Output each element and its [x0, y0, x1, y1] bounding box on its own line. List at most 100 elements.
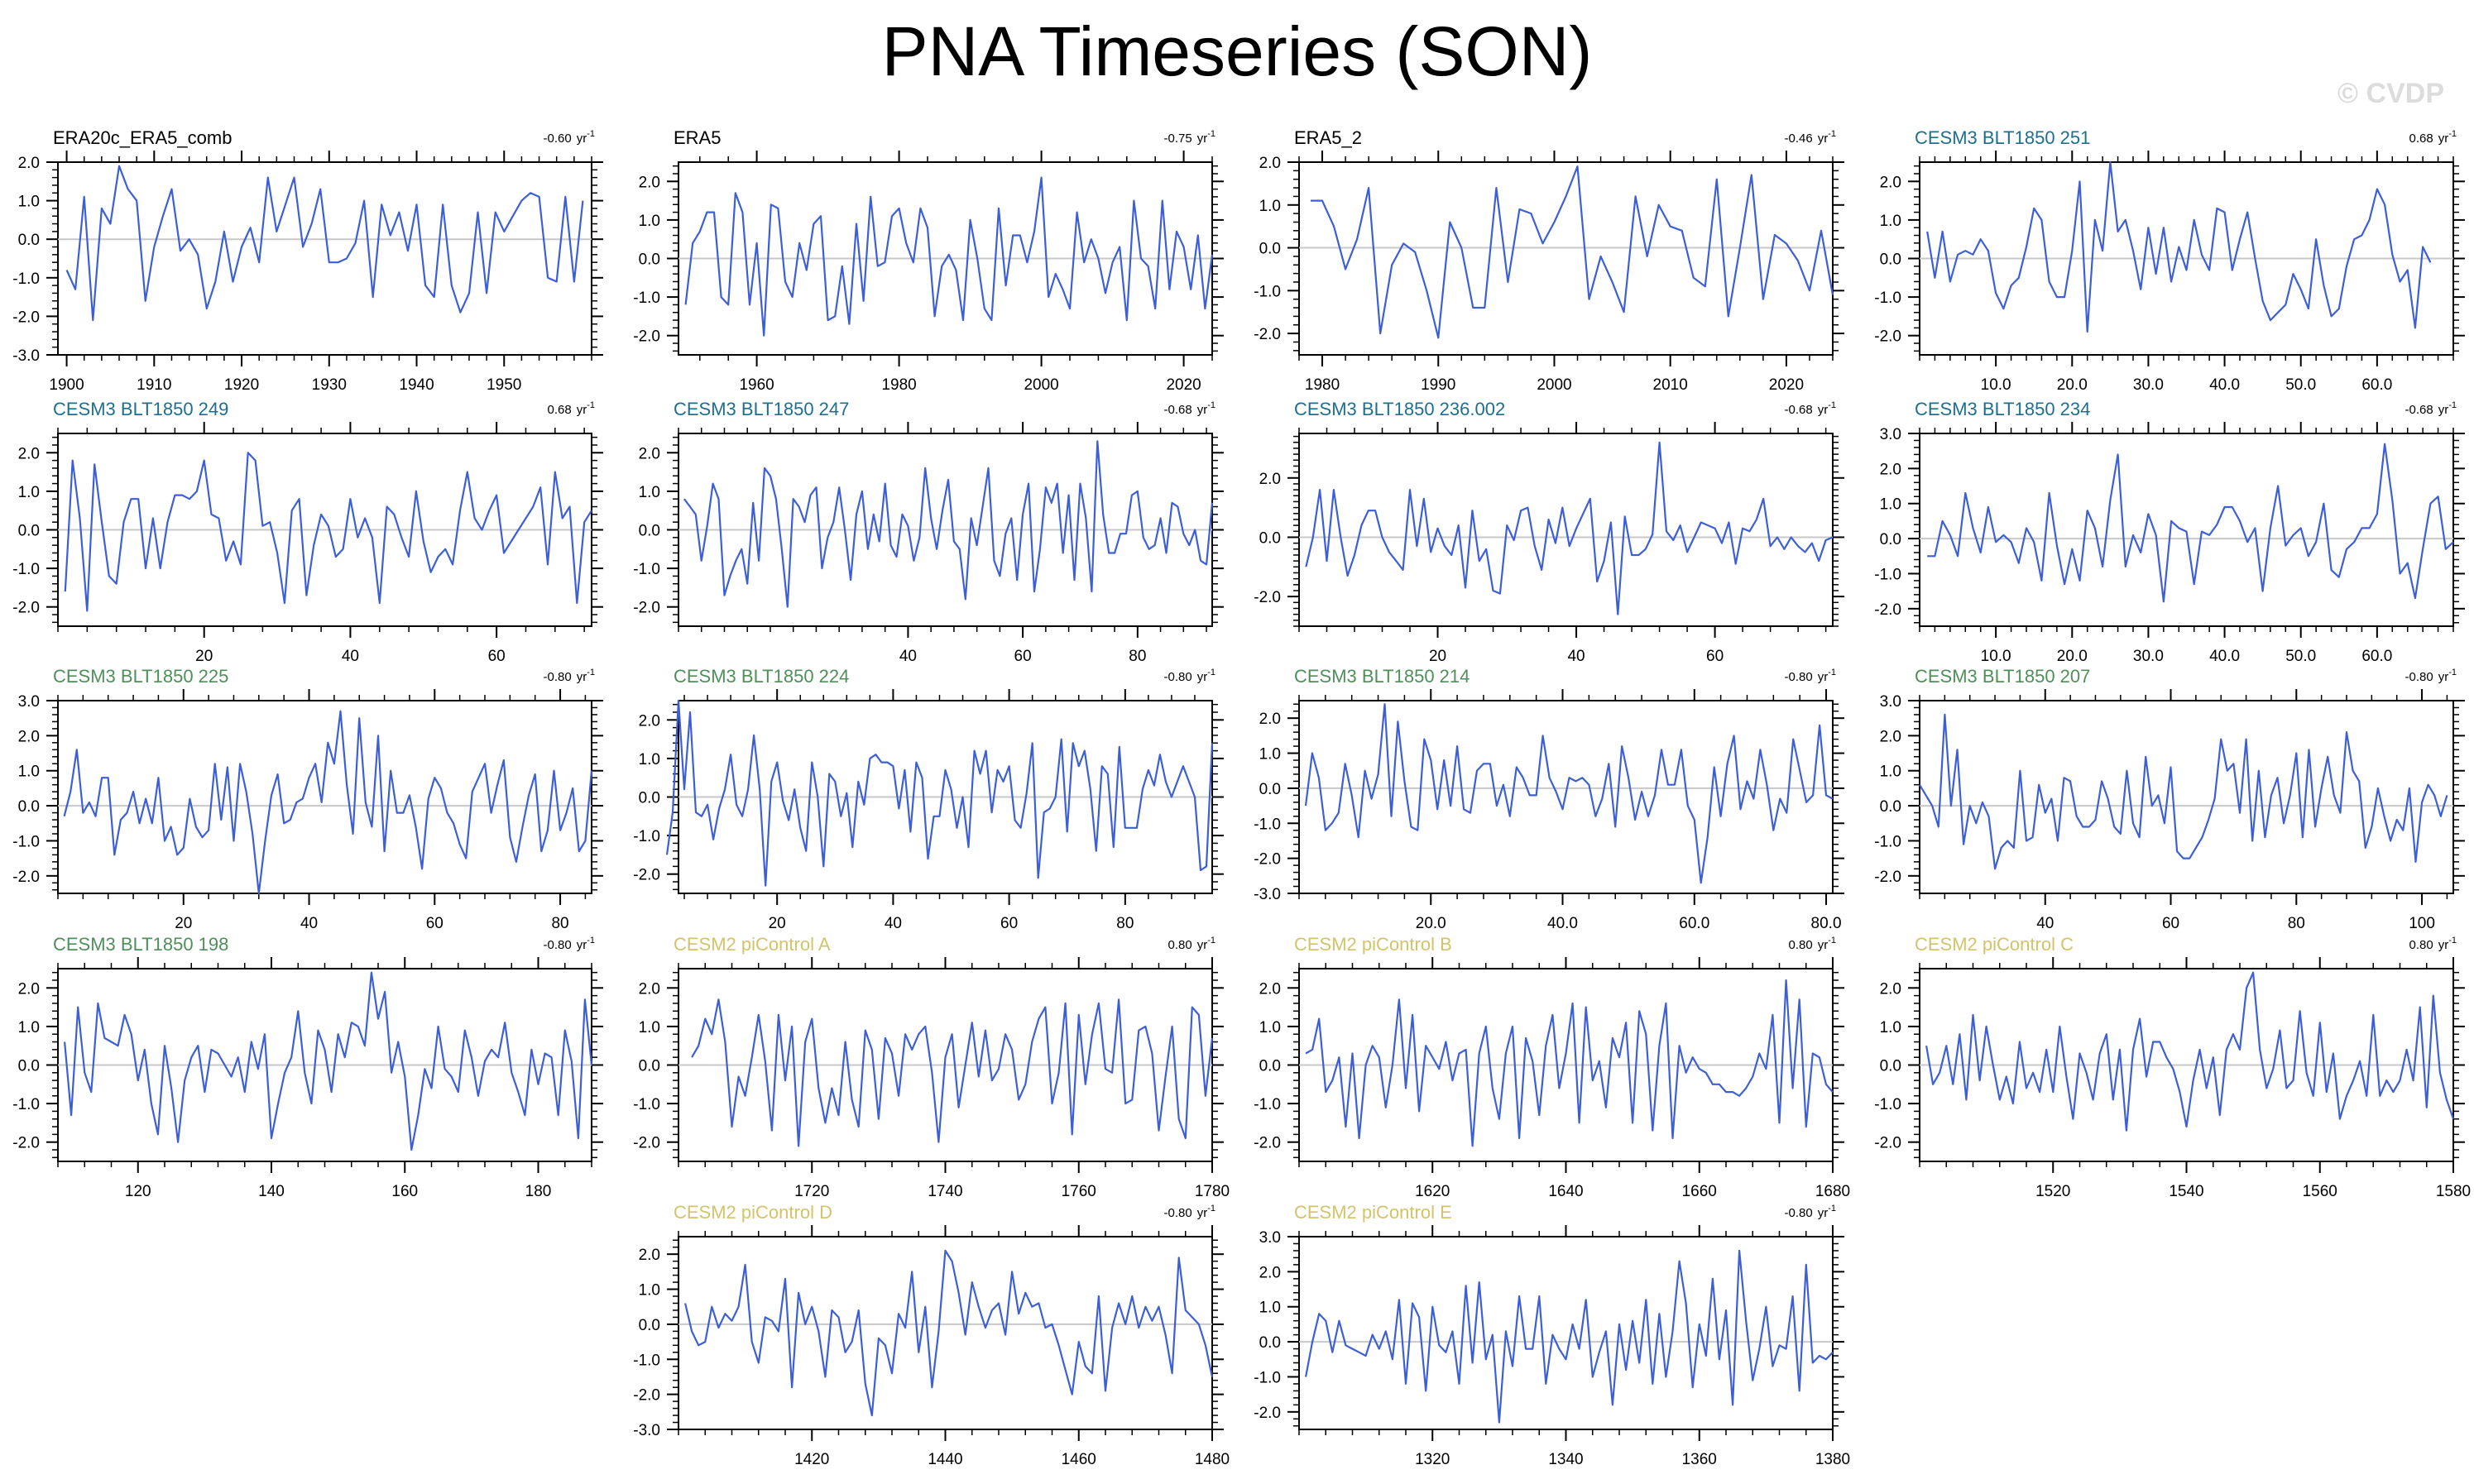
trend-unit: yr: [1197, 403, 1208, 417]
y-tick-label: 1.0: [639, 1019, 660, 1036]
trend-label: 0.80 yr-1: [1168, 936, 1215, 952]
x-tick-label: 1760: [1062, 1183, 1096, 1200]
page-title: PNA Timeseries (SON): [881, 12, 1593, 90]
y-tick-label: -2.0: [633, 600, 660, 617]
x-tick-label: 30.0: [2133, 648, 2164, 665]
y-tick-label: 2.0: [639, 712, 660, 730]
y-tick-label: 2.0: [18, 980, 40, 998]
pna-series-line: [665, 699, 1214, 887]
panel-7: -2.0 0.0 2.0 20 40 60 CESM3 BLT1850 236.002 -0.…: [1254, 399, 1844, 665]
y-tick-label: 3.0: [18, 693, 40, 711]
x-tick-label: 1340: [1548, 1451, 1583, 1468]
x-tick-label: 180: [525, 1183, 552, 1200]
x-tick-label: 40: [1567, 648, 1585, 665]
pna-series-line: [65, 165, 584, 322]
y-tick-label: -2.0: [1254, 1405, 1281, 1422]
trend-exponent: -1: [1207, 400, 1215, 410]
panel-title: CESM3 BLT1850 251: [1915, 127, 2090, 148]
trend-unit: yr: [577, 403, 587, 417]
x-tick-label: 40.0: [2209, 648, 2240, 665]
panel-title: CESM3 BLT1850 234: [1915, 399, 2090, 419]
x-tick-label: 20: [769, 915, 786, 932]
panel-4: -2.0 -1.0 0.0 1.0 2.0 10.0 20.0 30.0 40.0 50.0 60.…: [1874, 127, 2465, 394]
trend-value: -0.68: [1785, 403, 1813, 417]
x-tick-label: 1900: [49, 376, 84, 394]
y-tick-label: -2.0: [1254, 589, 1281, 606]
y-tick-label: 3.0: [1880, 426, 1901, 443]
x-tick-label: 2000: [1024, 376, 1058, 394]
y-tick-label: -2.0: [1874, 869, 1901, 886]
panel-title: CESM3 BLT1850 207: [1915, 666, 2090, 687]
trend-label: 0.68 yr-1: [2409, 129, 2457, 146]
y-tick-label: -2.0: [12, 600, 40, 617]
trend-exponent: -1: [1207, 668, 1215, 677]
panel-frame: [57, 161, 592, 356]
y-tick-label: 1.0: [639, 484, 660, 501]
panel-13: -2.0 -1.0 0.0 1.0 2.0 120 140 160 180 CESM3 BLT18…: [12, 934, 603, 1200]
trend-label: -0.68 yr-1: [1164, 400, 1215, 417]
y-tick-label: -2.0: [12, 1135, 40, 1152]
y-tick-label: 0.0: [18, 523, 40, 540]
trend-unit: yr: [577, 938, 587, 952]
x-tick-label: 20: [195, 648, 213, 665]
trend-value: -0.80: [544, 670, 572, 684]
y-tick-label: -3.0: [12, 347, 40, 365]
panel-title: CESM3 BLT1850 249: [53, 399, 228, 419]
y-tick-label: 1.0: [1259, 198, 1281, 215]
x-tick-label: 20.0: [1416, 915, 1446, 932]
y-tick-label: -2.0: [12, 869, 40, 886]
y-tick-label: -1.0: [1874, 290, 1901, 307]
y-tick-label: 0.0: [1259, 529, 1281, 547]
trend-value: -0.60: [544, 132, 572, 146]
x-tick-label: 1440: [928, 1451, 962, 1468]
pna-series-line: [684, 1249, 1214, 1417]
x-tick-label: 1940: [399, 376, 434, 394]
x-tick-label: 60: [2162, 915, 2179, 932]
x-tick-label: 40: [342, 648, 359, 665]
panel-title: CESM2 piControl E: [1294, 1202, 1452, 1223]
trend-exponent: -1: [1207, 1204, 1215, 1214]
y-tick-label: -1.0: [633, 290, 660, 307]
y-tick-label: -1.0: [12, 270, 40, 288]
y-tick-label: 0.0: [1880, 531, 1901, 548]
x-tick-label: 10.0: [1981, 376, 2011, 394]
x-tick-label: 40: [899, 648, 917, 665]
y-tick-label: 2.0: [639, 980, 660, 998]
pna-series-line: [1919, 713, 2448, 870]
trend-label: -0.60 yr-1: [544, 129, 595, 146]
x-tick-label: 1780: [1195, 1183, 1230, 1200]
x-tick-label: 60.0: [2361, 648, 2392, 665]
y-tick-label: 2.0: [1880, 980, 1901, 998]
y-tick-label: 2.0: [1880, 728, 1901, 745]
panel-11: -3.0 -2.0 -1.0 0.0 1.0 2.0 20.0 40.0 60.0 80.0 CES…: [1254, 666, 1844, 932]
x-tick-label: 1680: [1815, 1183, 1850, 1200]
y-tick-label: 2.0: [1880, 174, 1901, 191]
trend-exponent: -1: [587, 129, 595, 139]
trend-unit: yr: [2438, 670, 2449, 684]
x-tick-label: 1960: [739, 376, 774, 394]
y-tick-label: -2.0: [12, 309, 40, 326]
panel-frame: [1298, 161, 1834, 356]
trend-label: 0.68 yr-1: [548, 400, 595, 417]
x-tick-label: 1540: [2169, 1183, 2203, 1200]
panel-title: CESM2 piControl A: [674, 934, 831, 955]
x-tick-label: 10.0: [1981, 648, 2011, 665]
x-tick-label: 30.0: [2133, 376, 2164, 394]
panel-14: -2.0 -1.0 0.0 1.0 2.0 1720 1740 1760 1780 CESM2 p…: [633, 934, 1230, 1200]
panel-title: CESM3 BLT1850 225: [53, 666, 228, 687]
panel-17: -3.0 -2.0 -1.0 0.0 1.0 2.0 1420 1440 1460 1480 CES…: [633, 1202, 1230, 1468]
trend-exponent: -1: [2448, 668, 2457, 677]
y-tick-label: -1.0: [633, 1096, 660, 1113]
panel-frame: [1298, 433, 1834, 627]
x-tick-label: 1560: [2303, 1183, 2337, 1200]
x-tick-label: 1360: [1682, 1451, 1717, 1468]
x-tick-label: 60.0: [1679, 915, 1709, 932]
trend-value: -0.68: [1164, 403, 1192, 417]
panel-frame: [1298, 700, 1834, 894]
trend-label: -0.80 yr-1: [1164, 1204, 1215, 1220]
trend-exponent: -1: [1828, 400, 1836, 410]
y-tick-label: 2.0: [1259, 155, 1281, 172]
trend-exponent: -1: [1828, 1204, 1836, 1214]
y-tick-label: -1.0: [633, 828, 660, 845]
